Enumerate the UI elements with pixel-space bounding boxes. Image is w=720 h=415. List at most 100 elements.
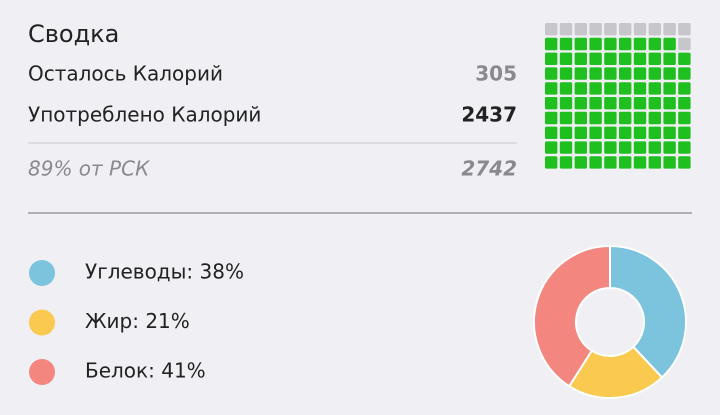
filled-cell [678,126,691,139]
filled-cell [678,156,691,169]
filled-cell [545,52,558,65]
filled-cell [545,97,558,110]
filled-cell [589,126,602,139]
filled-cell [604,141,617,154]
filled-cell [619,141,632,154]
filled-cell [545,37,558,51]
row-label: 89% от РСК [28,157,150,181]
filled-cell [589,156,602,169]
filled-cell [589,37,602,51]
title: Сводка [28,20,119,48]
legend-label: Жир: 21% [85,309,190,333]
empty-cell [648,23,661,36]
filled-cell [574,52,587,65]
empty-cell [589,23,602,36]
empty-cell [559,23,573,36]
filled-cell [574,126,587,139]
waffle [545,23,691,169]
donut [533,244,687,399]
filled-cell [545,156,558,169]
filled-cell [589,111,602,125]
donut-segment [609,244,687,379]
filled-cell [663,82,676,95]
row-value: 305 [475,62,517,86]
filled-cell [648,37,661,51]
filled-cell [633,126,647,139]
filled-cell [559,141,573,154]
filled-cell [648,111,661,125]
empty-cell [619,23,632,36]
row-label: Осталось Калорий [28,62,223,86]
donut-segment [533,244,611,388]
filled-cell [648,141,661,154]
empty-cell [678,37,691,51]
filled-cell [574,111,587,125]
filled-cell [678,82,691,95]
filled-cell [574,141,587,154]
filled-cell [648,126,661,139]
filled-cell [604,126,617,139]
filled-cell [619,156,632,169]
filled-cell [678,52,691,65]
filled-cell [663,111,676,125]
row-value: 2437 [461,103,517,127]
filled-cell [545,67,558,80]
empty-cell [574,23,587,36]
filled-cell [633,37,647,51]
filled-cell [589,82,602,95]
filled-cell [545,82,558,95]
legend: Углеводы: 38% Жир: 21% Белок: 41% [29,260,244,385]
filled-cell [633,141,647,154]
filled-cell [545,111,558,125]
filled-cell [559,52,573,65]
filled-cell [633,156,647,169]
filled-cell [574,156,587,169]
filled-cell [574,97,587,110]
filled-cell [604,111,617,125]
row-value: 2742 [461,157,517,181]
filled-cell [619,52,632,65]
filled-cell [559,67,573,80]
filled-cell [559,156,573,169]
legend-swatch [29,309,55,336]
filled-cell [648,97,661,110]
filled-cell [574,82,587,95]
row-label: Употреблено Калорий [28,103,261,127]
filled-cell [619,111,632,125]
filled-cell [604,97,617,110]
legend-swatch [29,359,55,385]
filled-cell [663,126,676,139]
filled-cell [648,156,661,169]
filled-cell [619,126,632,139]
filled-cell [648,67,661,80]
filled-cell [663,52,676,65]
filled-cell [678,97,691,110]
filled-cell [559,126,573,139]
filled-cell [574,37,587,51]
filled-cell [545,141,558,154]
legend-label: Белок: 41% [85,359,206,383]
filled-cell [633,67,647,80]
filled-cell [648,52,661,65]
empty-cell [545,23,558,36]
empty-cell [633,23,647,36]
filled-cell [604,67,617,80]
filled-cell [604,52,617,65]
filled-cell [678,111,691,125]
filled-cell [633,111,647,125]
empty-cell [678,23,691,36]
filled-cell [633,52,647,65]
filled-cell [663,37,676,51]
filled-cell [619,67,632,80]
filled-cell [545,126,558,139]
filled-cell [619,97,632,110]
empty-cell [663,23,676,36]
filled-cell [559,97,573,110]
filled-cell [604,156,617,169]
filled-cell [663,97,676,110]
filled-cell [589,141,602,154]
legend-label: Углеводы: 38% [85,260,244,284]
filled-cell [619,37,632,51]
filled-cell [589,97,602,110]
